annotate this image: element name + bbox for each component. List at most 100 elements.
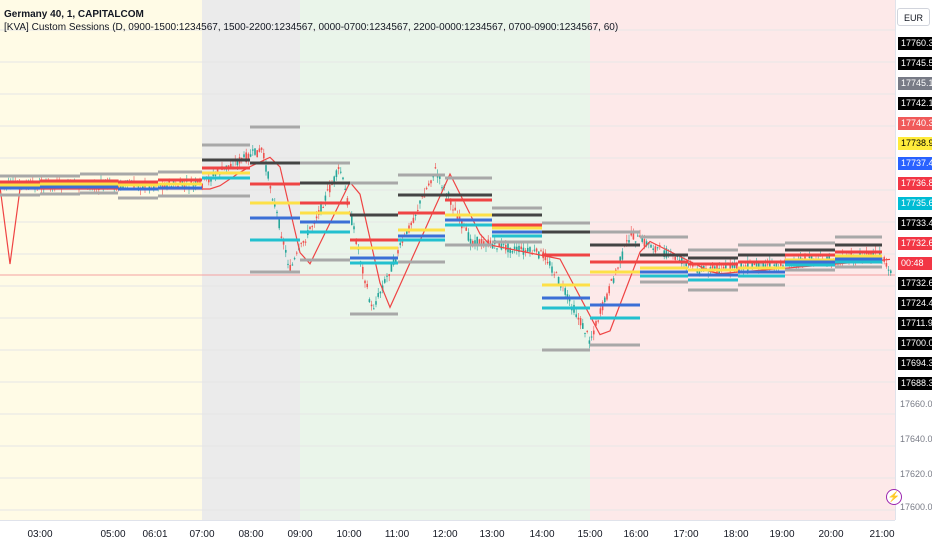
lightning-icon[interactable]: ⚡ xyxy=(886,489,902,505)
candle-body xyxy=(632,232,635,240)
candle-body xyxy=(355,239,357,245)
candle-body xyxy=(500,243,503,250)
candle-body xyxy=(511,251,514,253)
x-tick-label: 06:01 xyxy=(142,529,168,540)
candle-body xyxy=(665,248,668,258)
candle-body xyxy=(293,258,296,260)
candle-body xyxy=(375,301,377,305)
candle-body xyxy=(588,340,591,344)
candle-body xyxy=(439,175,441,179)
candle-body xyxy=(304,241,307,243)
candle-body xyxy=(384,279,386,283)
chart-svg xyxy=(0,0,895,520)
candle-body xyxy=(296,252,298,254)
candle-body xyxy=(579,318,582,326)
candle-body xyxy=(373,308,375,310)
candle-body xyxy=(780,263,782,266)
candle-body xyxy=(282,241,285,245)
candle-body xyxy=(496,248,498,250)
candle-body xyxy=(577,317,580,320)
candle-body xyxy=(430,180,432,184)
candle-body xyxy=(480,239,483,246)
candle-body xyxy=(362,266,364,274)
candle-body xyxy=(654,246,657,253)
indicator-legend[interactable]: [KVA] Custom Sessions (D, 0900-1500:1234… xyxy=(4,22,619,33)
candle-body xyxy=(247,153,250,161)
price-label: 17694.3 xyxy=(898,357,932,370)
price-label: 17688.3 xyxy=(898,377,932,390)
candle-body xyxy=(769,260,771,268)
candle-body xyxy=(337,167,340,169)
candle-body xyxy=(335,170,338,178)
candle-body xyxy=(326,189,329,191)
candle-body xyxy=(280,236,283,238)
candle-body xyxy=(617,267,619,269)
price-label: 17732.6 xyxy=(898,277,932,290)
candle-body xyxy=(390,263,393,272)
candle-body xyxy=(729,263,731,272)
candle-body xyxy=(340,171,342,173)
candle-body xyxy=(271,199,274,201)
candle-body xyxy=(379,291,382,294)
candle-body xyxy=(388,274,390,277)
candle-body xyxy=(302,240,305,243)
candle-body xyxy=(331,184,333,186)
candle-body xyxy=(256,150,258,158)
candle-body xyxy=(595,321,597,326)
price-label: 17735.6 xyxy=(898,197,932,210)
candle-body xyxy=(782,265,784,267)
candle-body xyxy=(278,218,280,229)
candle-body xyxy=(744,265,747,267)
candle-body xyxy=(524,250,527,252)
candle-body xyxy=(179,180,181,185)
candle-body xyxy=(650,244,652,248)
candle-body xyxy=(243,154,245,158)
candle-body xyxy=(478,239,481,245)
candle-body xyxy=(887,269,890,271)
candle-body xyxy=(518,245,520,253)
price-label: 17724.4 xyxy=(898,297,932,310)
price-label: 17760.3 xyxy=(898,37,932,50)
candle-body xyxy=(626,240,628,242)
candle-body xyxy=(414,214,417,216)
candle-body xyxy=(392,257,395,265)
x-tick-label: 07:00 xyxy=(189,529,215,540)
candle-body xyxy=(755,262,758,267)
candle-body xyxy=(621,251,624,260)
candle-body xyxy=(441,187,443,189)
x-tick-label: 05:00 xyxy=(100,529,126,540)
x-tick-label: 16:00 xyxy=(623,529,649,540)
candle-body xyxy=(254,148,256,155)
chart-area[interactable] xyxy=(0,0,895,520)
candle-body xyxy=(456,214,459,220)
candle-body xyxy=(634,241,637,243)
candle-body xyxy=(315,216,318,219)
price-label: 17711.9 xyxy=(898,317,932,330)
candle-body xyxy=(166,183,168,189)
candle-body xyxy=(628,240,630,243)
candle-body xyxy=(674,256,676,260)
candle-body xyxy=(274,202,276,207)
x-tick-label: 17:00 xyxy=(673,529,699,540)
candle-body xyxy=(859,252,861,255)
candle-body xyxy=(612,278,615,283)
candle-body xyxy=(377,293,379,297)
price-label: 00:48 xyxy=(898,257,932,270)
symbol-title[interactable]: Germany 40, 1, CAPITALCOM xyxy=(4,9,144,20)
x-tick-label: 03:00 xyxy=(27,529,53,540)
price-label: 17700.0 xyxy=(898,337,932,350)
candle-body xyxy=(260,147,263,150)
candle-body xyxy=(513,246,516,250)
x-tick-label: 21:00 xyxy=(869,529,895,540)
session-asia-bg xyxy=(0,0,202,520)
y-tick-label: 17620.0 xyxy=(900,469,932,479)
candle-body xyxy=(368,299,371,303)
candle-body xyxy=(491,244,494,249)
currency-button[interactable]: EUR xyxy=(897,8,930,26)
time-scale[interactable] xyxy=(0,520,895,551)
candle-body xyxy=(265,165,267,172)
x-tick-label: 20:00 xyxy=(818,529,844,540)
candle-body xyxy=(417,210,419,212)
candle-body xyxy=(775,262,778,268)
candle-body xyxy=(698,271,701,275)
